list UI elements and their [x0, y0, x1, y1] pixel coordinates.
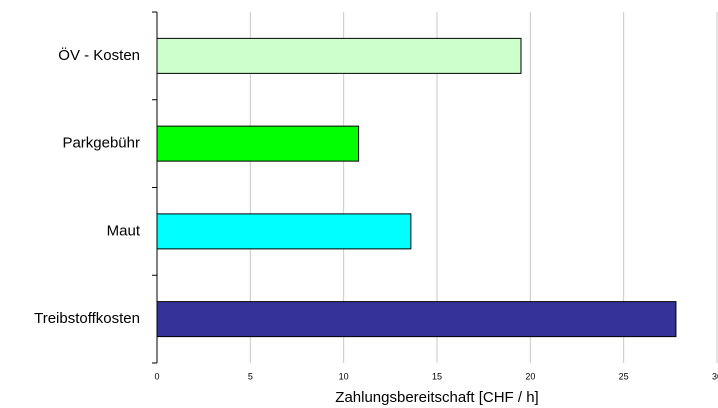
- y-tick-label: Treibstoffkosten: [34, 310, 140, 327]
- x-tick-label: 20: [525, 371, 535, 381]
- x-tick-label: 5: [248, 371, 253, 381]
- x-tick-label: 10: [339, 371, 349, 381]
- y-tick-label: Maut: [107, 222, 141, 239]
- x-tick-label: 30: [712, 371, 718, 381]
- x-tick-label: 25: [619, 371, 629, 381]
- bar: [156, 125, 360, 162]
- bar: [156, 301, 677, 338]
- y-tick-label: Parkgebühr: [62, 135, 140, 152]
- x-axis-title: Zahlungsbereitschaft [CHF / h]: [335, 389, 538, 406]
- x-tick-label: 0: [154, 371, 159, 381]
- x-tick-label: 15: [432, 371, 442, 381]
- bar: [156, 213, 412, 250]
- bar: [156, 37, 522, 74]
- y-tick-label: ÖV - Kosten: [58, 46, 140, 64]
